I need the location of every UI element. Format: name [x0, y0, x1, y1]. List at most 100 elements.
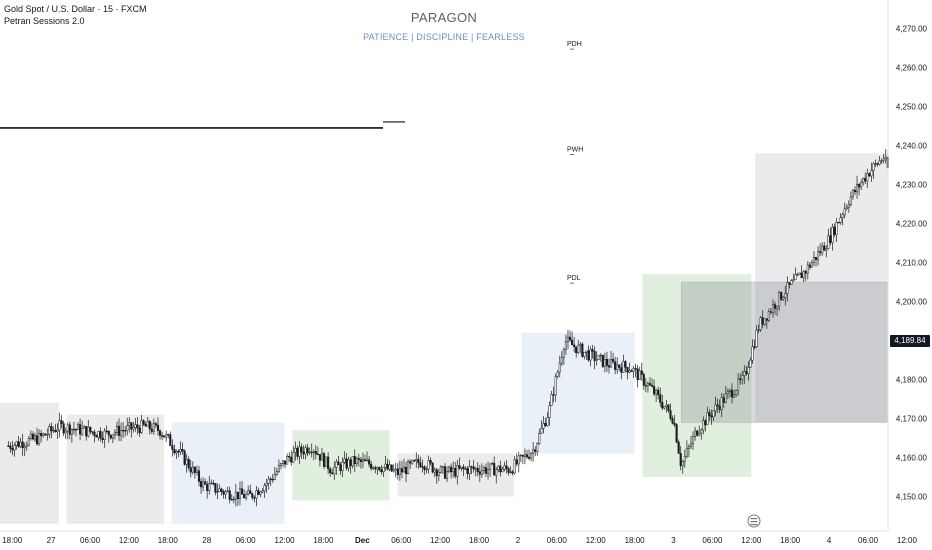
candle-body [810, 261, 813, 268]
candle-body [583, 351, 586, 357]
candle-body [675, 424, 678, 443]
candle-body [415, 459, 418, 462]
time-tick-label[interactable]: 06:00 [702, 536, 723, 545]
price-tick-label[interactable]: 4,230.00 [896, 181, 928, 190]
candle-body [52, 429, 55, 432]
candle-body [581, 343, 584, 357]
candle-body [478, 471, 481, 475]
price-tick-label[interactable]: 4,210.00 [896, 259, 928, 268]
time-tick-label[interactable]: 06:00 [391, 536, 412, 545]
candle-body [431, 462, 434, 473]
candle-body [111, 434, 114, 439]
candle-body [355, 458, 358, 465]
candle-body [571, 339, 574, 346]
candle-body [236, 491, 239, 499]
candle-body [15, 441, 18, 446]
candle-body [187, 459, 190, 469]
time-tick-label[interactable]: 12:00 [586, 536, 607, 545]
candle-body [329, 468, 332, 473]
price-tick-label[interactable]: 4,160.00 [896, 454, 928, 463]
time-tick-label[interactable]: 28 [202, 536, 211, 545]
candle-body [251, 493, 254, 498]
candle-body [466, 468, 469, 474]
time-tick-label[interactable]: 18:00 [625, 536, 646, 545]
candle-body [450, 466, 453, 473]
time-tick-label[interactable]: 06:00 [80, 536, 101, 545]
time-tick-label[interactable]: 18:00 [158, 536, 179, 545]
candle-body [593, 351, 596, 361]
candle-body [181, 449, 184, 452]
price-tick-label[interactable]: 4,240.00 [896, 142, 928, 151]
price-tick-label[interactable]: 4,250.00 [896, 103, 928, 112]
logo-bar [750, 518, 758, 520]
candle-body [277, 465, 280, 472]
zone-rect [680, 281, 889, 423]
candle-body [255, 490, 258, 499]
candle-body [247, 490, 250, 495]
candle-body [659, 394, 662, 403]
candle-body [784, 293, 787, 298]
candle-body [374, 467, 377, 470]
time-tick-label[interactable]: 06:00 [236, 536, 257, 545]
candle-body [847, 204, 850, 208]
time-tick-label[interactable]: 06:00 [858, 536, 879, 545]
time-tick-label[interactable]: 18:00 [469, 536, 490, 545]
price-tick-label[interactable]: 4,150.00 [896, 493, 928, 502]
price-tick-label[interactable]: 4,200.00 [896, 298, 928, 307]
candle-body [134, 424, 137, 428]
time-tick-label[interactable]: 18:00 [2, 536, 23, 545]
candle-body [216, 491, 219, 493]
candle-body [687, 445, 690, 449]
time-tick-label[interactable]: 18:00 [780, 536, 801, 545]
time-tick-label[interactable]: 2 [516, 536, 521, 545]
time-tick-label[interactable]: 27 [47, 536, 56, 545]
candle-body [97, 431, 100, 438]
time-axis[interactable]: 18:00 27 06:00 12:00 18:00 28 06:00 12:00 18:00 D… [0, 530, 918, 545]
candle-body [25, 444, 28, 447]
candle-body [435, 469, 438, 476]
level-label-pdl: PDL [567, 275, 581, 282]
time-tick-label[interactable]: 12:00 [897, 536, 918, 545]
symbol-title[interactable]: Gold Spot / U.S. Dollar · 15 · FXCM [4, 4, 147, 14]
time-tick-label[interactable]: 18:00 [313, 536, 334, 545]
price-tick-label[interactable]: 4,270.00 [896, 25, 928, 34]
time-tick-label[interactable]: 06:00 [547, 536, 568, 545]
candle-body [269, 478, 272, 481]
candle-body [234, 491, 237, 500]
time-tick-label[interactable]: 12:00 [275, 536, 296, 545]
price-axis[interactable]: 4,270.00 4,260.00 4,250.00 4,240.00 4,230.00… [887, 0, 928, 531]
candle-body [761, 317, 764, 325]
candle-body [87, 426, 90, 437]
candle-body [845, 206, 848, 210]
candle-body [491, 463, 494, 465]
candle-body [441, 466, 444, 468]
candle-body [720, 397, 723, 410]
candle-body [359, 459, 362, 462]
candle-body [204, 481, 207, 485]
candle-body [554, 376, 557, 396]
time-tick-label[interactable]: 4 [827, 536, 832, 545]
candle-body [335, 461, 338, 468]
time-tick-label[interactable]: 3 [671, 536, 676, 545]
candle-body [390, 464, 393, 472]
candle-body [765, 318, 768, 321]
candle-body [622, 361, 625, 373]
price-tick-label[interactable]: 4,180.00 [896, 376, 928, 385]
candle-body [513, 459, 516, 474]
indicator-name[interactable]: Petran Sessions 2.0 [4, 16, 85, 26]
price-tick-label[interactable]: 4,220.00 [896, 220, 928, 229]
candle-body [648, 383, 652, 386]
time-tick-label[interactable]: Dec [355, 536, 370, 545]
candle-body [663, 406, 666, 409]
candle-body [339, 464, 342, 471]
time-tick-label[interactable]: 12:00 [741, 536, 762, 545]
candle-body [404, 466, 408, 475]
price-tick-label[interactable]: 4,260.00 [896, 64, 928, 73]
candle-body [370, 463, 373, 469]
time-tick-label[interactable]: 12:00 [430, 536, 451, 545]
candle-body [804, 271, 807, 274]
candle-body [665, 404, 668, 407]
time-tick-label[interactable]: 12:00 [119, 536, 140, 545]
price-tick-label[interactable]: 4,170.00 [896, 415, 928, 424]
